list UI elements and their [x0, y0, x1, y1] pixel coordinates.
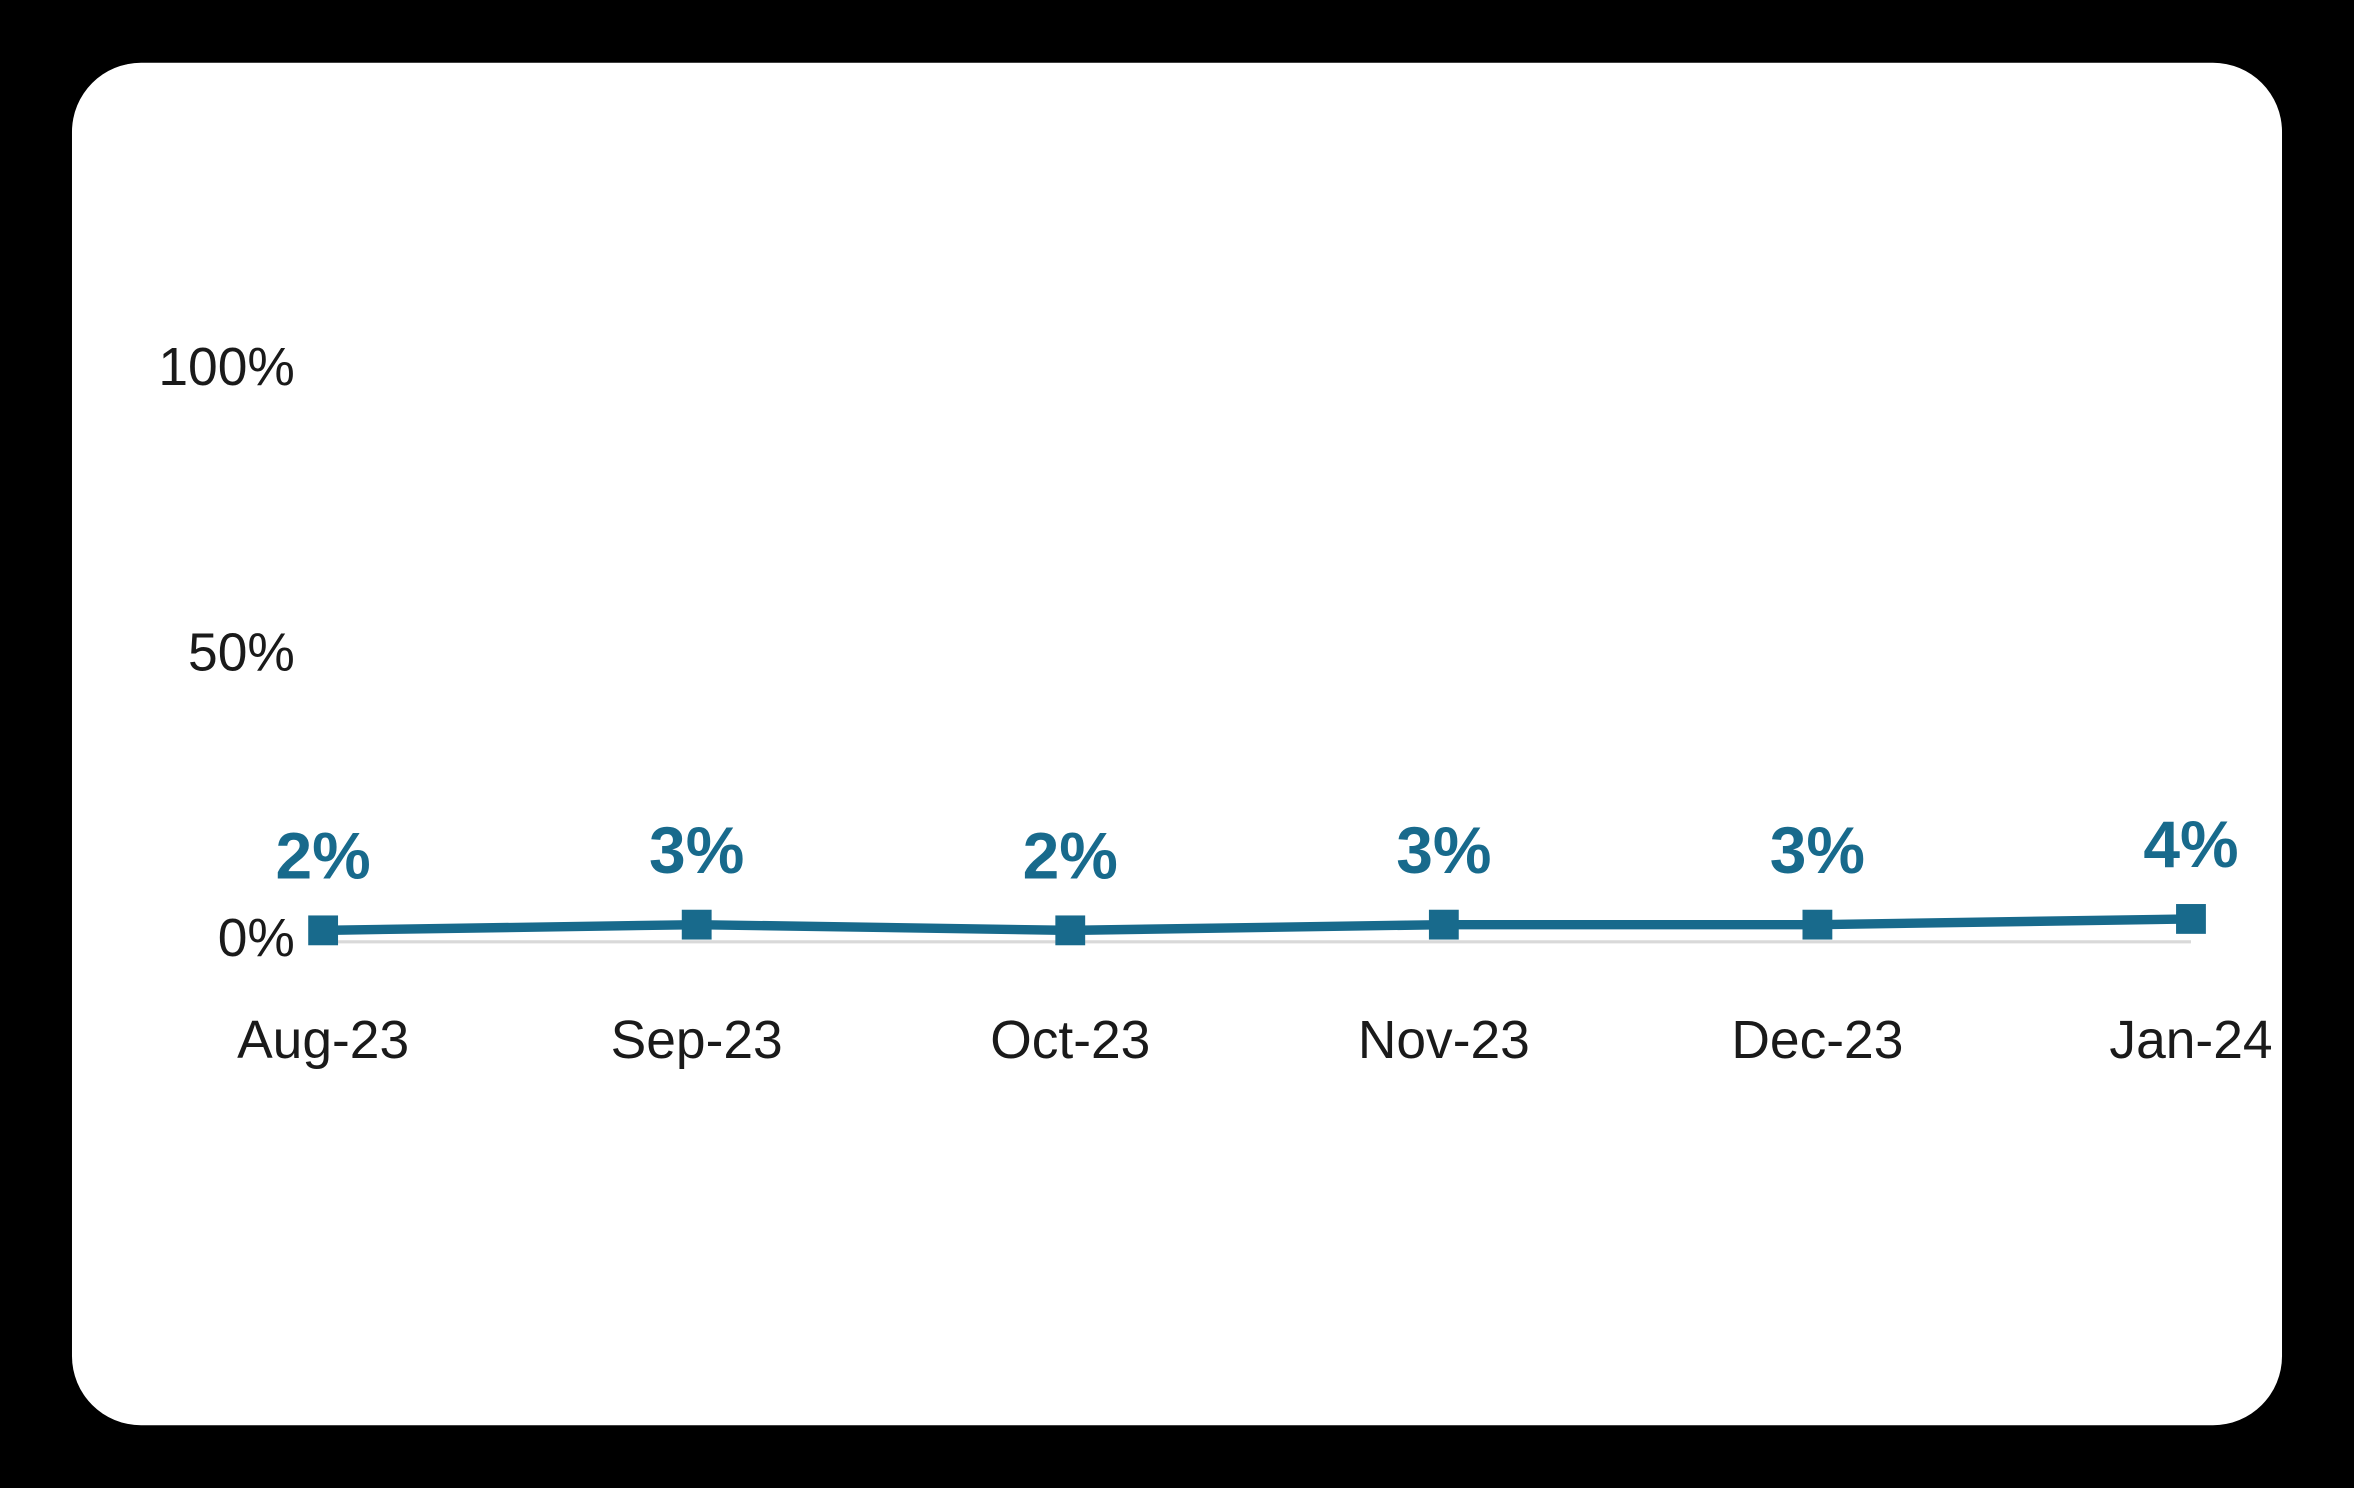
line-chart: 0% 50% 100% 2% Aug-23 3% Sep-23 2% Oct-23 3% Nov-2… — [72, 63, 2282, 1425]
data-label: 2% — [275, 819, 370, 893]
x-tick-label: Aug-23 — [237, 1011, 409, 1070]
chart-card: 0% 50% 100% 2% Aug-23 3% Sep-23 2% Oct-23 3% Nov-2… — [72, 63, 2282, 1425]
data-marker — [683, 911, 711, 939]
data-label: 3% — [1396, 813, 1491, 887]
data-marker — [309, 916, 337, 944]
x-tick-label: Sep-23 — [611, 1011, 783, 1070]
data-marker — [1056, 916, 1084, 944]
data-marker — [1803, 911, 1831, 939]
x-tick-label: Nov-23 — [1358, 1011, 1530, 1070]
data-label: 4% — [2143, 807, 2238, 881]
y-tick-label: 100% — [158, 338, 294, 397]
x-tick-label: Jan-24 — [2109, 1011, 2272, 1070]
data-label: 2% — [1023, 819, 1118, 893]
x-tick-label: Oct-23 — [990, 1011, 1150, 1070]
data-marker — [2177, 905, 2205, 933]
y-tick-label: 50% — [188, 623, 295, 682]
data-marker — [1430, 911, 1458, 939]
data-label: 3% — [1770, 813, 1865, 887]
outer-frame: 0% 50% 100% 2% Aug-23 3% Sep-23 2% Oct-23 3% Nov-2… — [9, 0, 2345, 1488]
x-tick-label: Dec-23 — [1731, 1011, 1903, 1070]
y-tick-label: 0% — [218, 909, 295, 968]
data-label: 3% — [649, 813, 744, 887]
series-line — [323, 919, 2191, 930]
